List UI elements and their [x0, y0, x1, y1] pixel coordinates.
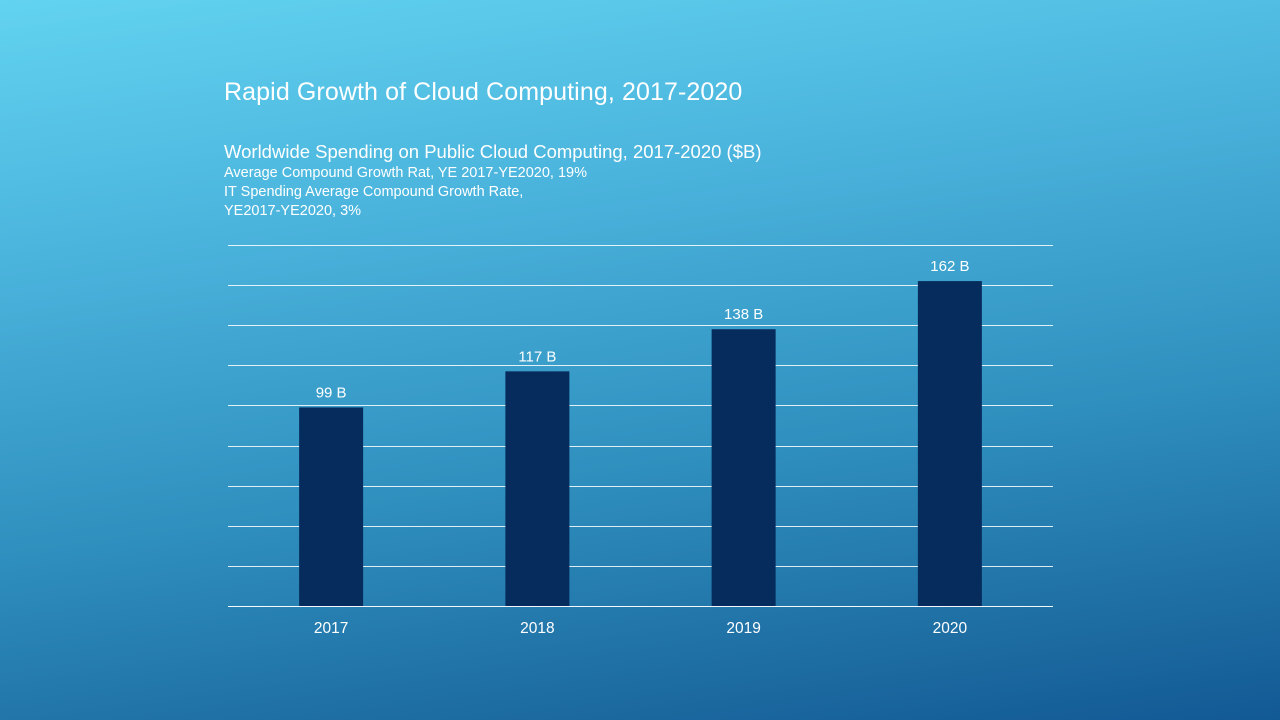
- data-label-2017: 99 B: [316, 384, 347, 401]
- x-tick-2020: 2020: [933, 620, 968, 637]
- bar-2017: [299, 407, 364, 606]
- bar-2018: [505, 371, 570, 606]
- growth-rate-note: Average Compound Growth Rat, YE 2017-YE2…: [224, 165, 587, 181]
- data-label-2020: 162 B: [930, 258, 969, 275]
- bar-2019: [711, 329, 776, 606]
- it-spending-note-line2: YE2017-YE2020, 3%: [224, 203, 362, 219]
- bar-2020: [917, 281, 982, 606]
- chart-subtitle: Worldwide Spending on Public Cloud Compu…: [224, 141, 762, 162]
- slide-title: Rapid Growth of Cloud Computing, 2017-20…: [224, 78, 743, 106]
- gridlines: [228, 245, 1053, 607]
- bars: [299, 281, 982, 606]
- x-tick-2018: 2018: [520, 620, 554, 637]
- data-label-2019: 138 B: [724, 306, 763, 323]
- x-tick-2019: 2019: [726, 620, 760, 637]
- x-tick-2017: 2017: [314, 620, 348, 637]
- it-spending-note-line1: IT Spending Average Compound Growth Rate…: [224, 184, 524, 200]
- subtitle-block: Worldwide Spending on Public Cloud Compu…: [224, 140, 762, 221]
- x-axis-ticks: 2017 2018 2019 2020: [314, 620, 968, 637]
- data-label-2018: 117 B: [518, 348, 556, 365]
- data-labels: 99 B 117 B 138 B 162 B: [316, 258, 970, 401]
